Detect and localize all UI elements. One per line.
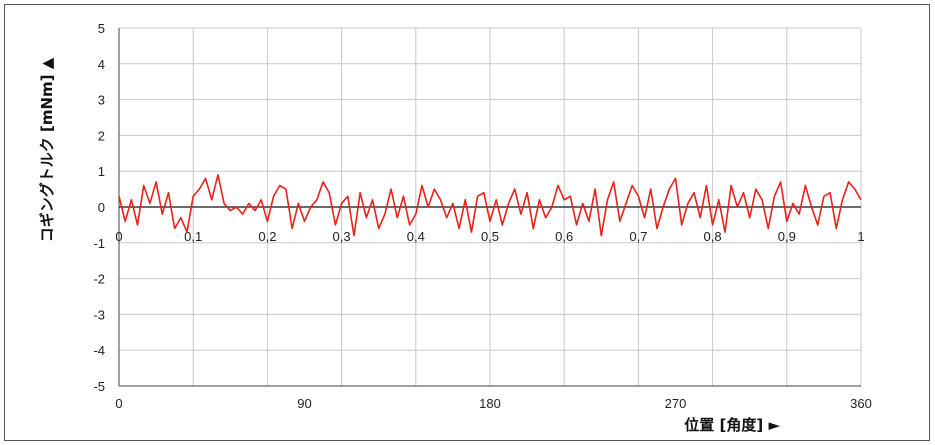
y-tick-label: -2 — [93, 272, 105, 287]
x-bottom-tick-label: 90 — [297, 396, 311, 411]
y-tick-label: -4 — [93, 343, 105, 358]
x-inner-tick-label: 0 — [115, 229, 122, 244]
y-tick-label: 4 — [98, 57, 105, 72]
x-inner-tick-label: 0,4 — [407, 229, 425, 244]
y-tick-label: 5 — [98, 21, 105, 36]
x-bottom-tick-label: 0 — [115, 396, 122, 411]
series-layer — [118, 173, 862, 237]
y-tick-label: -3 — [93, 307, 105, 322]
x-inner-tick-label: 0,6 — [555, 229, 573, 244]
x-bottom-tick-labels: 0 90 180 270 360 — [115, 396, 871, 411]
x-inner-tick-labels: 0 0,1 0,2 0,3 0,4 0,5 0,6 0,7 0,8 0,9 1 — [115, 229, 864, 244]
x-axis-title: 位置 [角度] ► — [684, 416, 780, 434]
x-inner-tick-label: 0,5 — [481, 229, 499, 244]
x-inner-tick-label: 0,1 — [184, 229, 202, 244]
x-inner-tick-label: 0,3 — [333, 229, 351, 244]
y-tick-label: -1 — [93, 236, 105, 251]
y-tick-labels: 5 4 3 2 1 0 -1 -2 -3 -4 -5 — [93, 21, 105, 394]
series-line-cogging-torque — [118, 173, 862, 237]
x-inner-tick-label: 0,7 — [629, 229, 647, 244]
x-inner-tick-label: 0,8 — [704, 229, 722, 244]
x-bottom-tick-label: 270 — [665, 396, 687, 411]
y-tick-label: 3 — [98, 93, 105, 108]
x-inner-tick-label: 1 — [857, 229, 864, 244]
y-tick-label: -5 — [93, 379, 105, 394]
x-bottom-tick-label: 360 — [850, 396, 872, 411]
y-axis-title: コギングトルク [mNm] ▲ — [38, 57, 56, 242]
x-inner-tick-label: 0,2 — [258, 229, 276, 244]
y-tick-label: 0 — [98, 200, 105, 215]
x-bottom-tick-label: 180 — [479, 396, 501, 411]
chart-frame — [4, 4, 930, 441]
y-tick-label: 1 — [98, 164, 105, 179]
y-tick-label: 2 — [98, 128, 105, 143]
x-inner-tick-label: 0,9 — [778, 229, 796, 244]
